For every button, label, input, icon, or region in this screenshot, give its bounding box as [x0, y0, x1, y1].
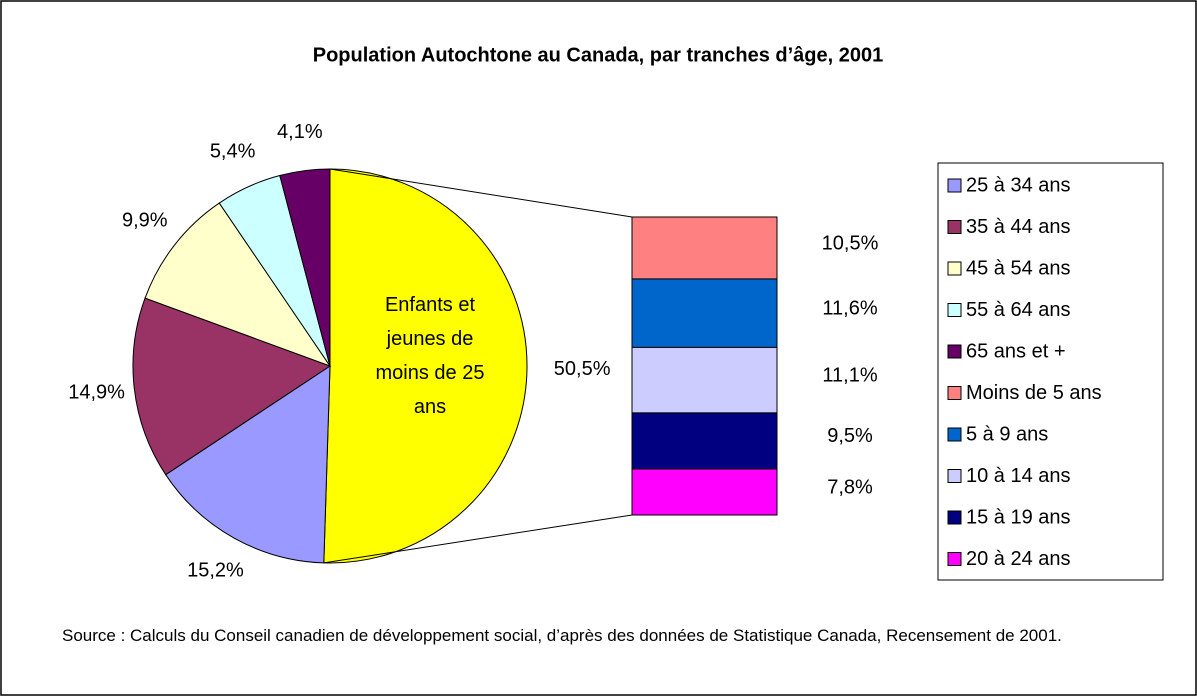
source-note: Source : Calculs du Conseil canadien de …	[62, 626, 1062, 645]
bar-segment	[631, 278, 778, 348]
data-label: 15,2%	[187, 559, 244, 581]
legend-label: 25 à 34 ans	[966, 174, 1071, 196]
bar-segment	[631, 412, 778, 470]
pie-slice	[132, 297, 332, 476]
pie-slice	[144, 202, 332, 368]
legend-swatch	[947, 386, 962, 400]
legend-swatch	[947, 178, 962, 193]
legend-swatch	[947, 552, 962, 566]
legend-label: 5 à 9 ans	[966, 423, 1048, 445]
legend-swatch	[947, 220, 962, 234]
legend-label: 35 à 44 ans	[966, 216, 1071, 238]
data-label: 9,5%	[827, 425, 873, 447]
legend-swatch	[947, 303, 962, 317]
data-label: 14,9%	[68, 382, 125, 404]
data-label: 11,1%	[822, 364, 877, 386]
other-label-box: Enfants et jeunes de moins de 25 ans	[375, 294, 485, 418]
legend-swatch	[947, 510, 962, 525]
connector	[323, 514, 633, 564]
data-label: 4,1%	[277, 121, 323, 143]
data-label: 11,6%	[822, 297, 877, 319]
legend-label: 20 à 24 ans	[966, 548, 1071, 570]
legend-swatch	[947, 427, 962, 442]
legend-label: 10 à 14 ans	[966, 465, 1071, 487]
data-label: 5,4%	[210, 140, 256, 162]
data-label: 10,5%	[822, 232, 879, 254]
bar-segment	[631, 216, 778, 280]
data-label: 50,5%	[554, 358, 611, 380]
legend-swatch	[947, 469, 962, 483]
legend-label: 55 à 64 ans	[966, 299, 1071, 321]
legend-swatch	[947, 344, 962, 359]
legend-label: Moins de 5 ans	[966, 382, 1102, 404]
pie-slice	[164, 365, 331, 564]
bar-segment	[631, 468, 778, 516]
chart-title: Population Autochtone au Canada, par tra…	[313, 44, 884, 66]
other-label: Enfants et jeunes de moins de 25 ans	[375, 294, 485, 418]
pie-slice	[279, 168, 331, 367]
legend-label: 65 ans et +	[966, 340, 1066, 362]
legend-label: 15 à 19 ans	[966, 506, 1071, 528]
legend-box	[937, 162, 1164, 581]
legend-swatch	[947, 261, 962, 276]
data-label: 9,9%	[122, 210, 168, 232]
legend-label: 45 à 54 ans	[966, 257, 1071, 279]
pie-slice	[323, 168, 528, 564]
data-label: 7,8%	[827, 476, 873, 498]
connector	[329, 168, 633, 218]
bar-segment	[631, 346, 778, 414]
